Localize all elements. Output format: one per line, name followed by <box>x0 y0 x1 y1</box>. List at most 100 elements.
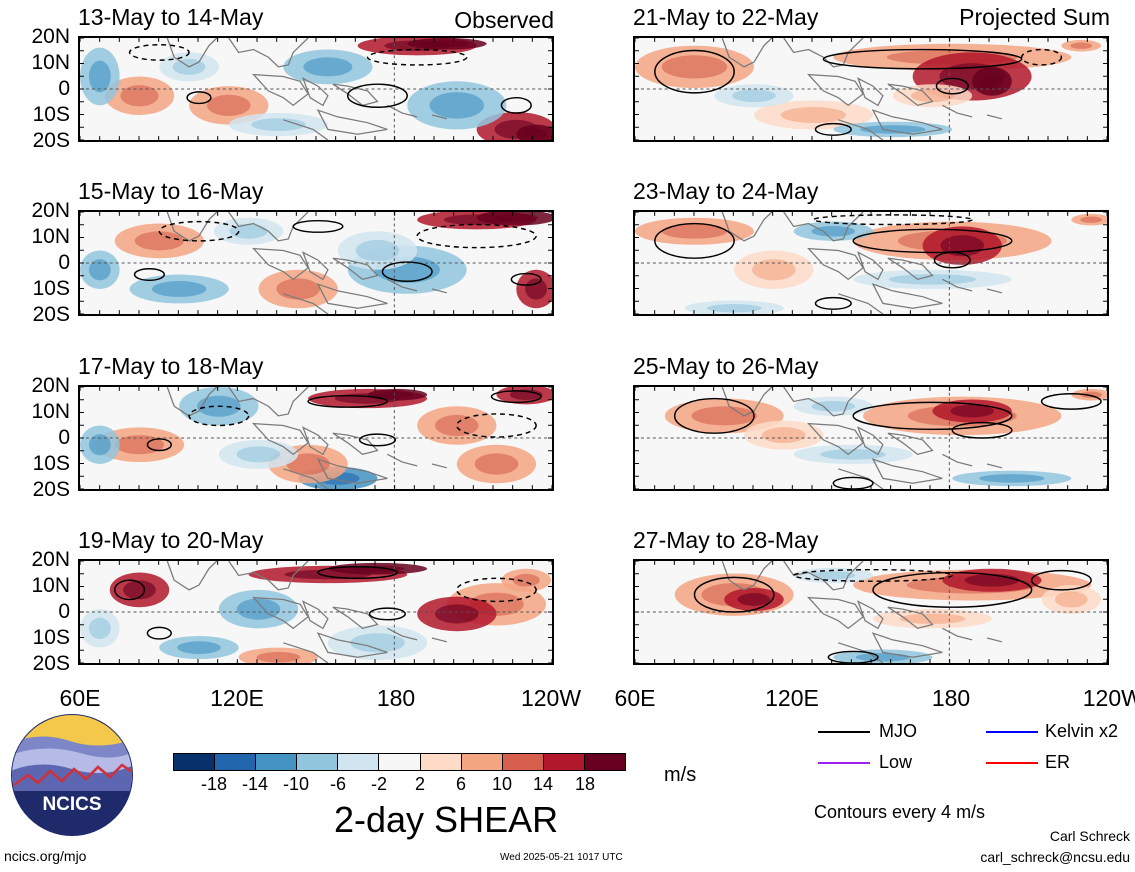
shear-field-map <box>80 38 552 140</box>
coastline <box>283 293 329 314</box>
coastline <box>887 257 934 281</box>
colorbar-swatch <box>256 754 298 770</box>
coastline <box>783 212 864 242</box>
shear-anomaly-core <box>380 391 414 398</box>
coastline <box>301 426 329 456</box>
coastline <box>283 642 329 663</box>
shear-anomaly-core <box>1070 42 1093 49</box>
lat-label-20s: 20S <box>32 129 70 152</box>
coastline <box>783 561 864 591</box>
shear-anomaly-core <box>151 281 207 297</box>
lat-label-20n: 20N <box>31 548 70 571</box>
coastline <box>856 600 884 630</box>
coastline <box>228 387 309 417</box>
coastline <box>871 458 943 484</box>
coastline <box>887 606 934 630</box>
coastline <box>316 283 388 309</box>
coastline <box>871 109 943 135</box>
footer-email[interactable]: carl_schreck@ncsu.edu <box>980 849 1130 865</box>
colorbar-swatch <box>338 754 380 770</box>
mjo-contour <box>292 219 344 233</box>
mjo-contour <box>827 650 879 663</box>
coastline <box>838 119 884 140</box>
shear-anomaly-core <box>123 580 156 600</box>
colorbar-swatch <box>543 754 585 770</box>
mjo-contour <box>832 476 874 489</box>
coastline <box>431 114 448 120</box>
map-panel-obs-4 <box>78 559 554 665</box>
coastline <box>942 627 973 641</box>
lon-label-180: 180 <box>376 685 416 711</box>
mjo-contour <box>500 96 532 114</box>
mjo-contour <box>814 122 852 136</box>
shear-anomaly-core <box>88 60 111 93</box>
colorbar-tick: 14 <box>532 774 554 794</box>
colorbar-swatch <box>502 754 544 770</box>
coastline <box>986 288 1003 294</box>
footer-url[interactable]: ncics.org/mjo <box>4 848 87 864</box>
shear-anomaly-core <box>434 604 479 624</box>
shear-anomaly-core <box>88 259 111 281</box>
mjo-contour <box>1040 393 1102 410</box>
colorbar-tick: 18 <box>574 774 596 794</box>
coastline <box>228 212 309 242</box>
coastline <box>166 387 218 417</box>
lat-label-10s: 10S <box>32 277 70 300</box>
coastline <box>942 278 973 292</box>
shear-anomaly-core <box>88 617 111 639</box>
coastline <box>986 463 1003 469</box>
coastline <box>387 104 418 118</box>
mjo-contour <box>456 413 537 438</box>
panel-title-obs-4: 19-May to 20-May <box>78 527 264 553</box>
mjo-contour <box>935 77 969 95</box>
mjo-contour <box>490 390 542 404</box>
shear-anomaly-core <box>820 449 886 460</box>
coastline <box>252 247 309 281</box>
colorbar-tick: -14 <box>241 774 269 794</box>
coastline <box>838 293 884 314</box>
coastline <box>387 453 418 467</box>
coastline <box>316 109 388 135</box>
coastline <box>252 596 309 630</box>
lat-label-20n: 20N <box>31 25 70 48</box>
coastline <box>807 73 864 107</box>
map-panel-proj-2 <box>633 210 1109 316</box>
ncics-logo-text: NCICS <box>42 794 101 815</box>
shear-anomaly-core <box>276 278 320 300</box>
panel-title-proj-4: 27-May to 28-May <box>633 527 819 553</box>
coastline <box>332 257 379 281</box>
coastline <box>316 458 388 484</box>
coastline <box>887 432 934 456</box>
mjo-contour <box>317 566 399 580</box>
coastline <box>387 278 418 292</box>
shear-anomaly-core <box>229 223 268 239</box>
shear-anomaly-core <box>964 573 1020 587</box>
lon-label-180: 180 <box>931 685 971 711</box>
lat-label-20n: 20N <box>31 374 70 397</box>
coastline <box>166 212 218 242</box>
legend-line-kelvin <box>986 731 1038 733</box>
shear-anomaly-core <box>134 231 184 251</box>
mjo-contour <box>128 44 190 61</box>
colorbar-swatch <box>420 754 462 770</box>
coastline <box>301 251 329 281</box>
coastline <box>942 104 973 118</box>
shear-anomaly-core <box>525 278 548 300</box>
coastline <box>387 627 418 641</box>
coastline <box>252 422 309 456</box>
coastline <box>856 251 884 281</box>
shear-field-map <box>80 387 552 489</box>
panel-title-proj-3: 25-May to 26-May <box>633 353 819 379</box>
shear-anomaly-core <box>888 274 977 285</box>
mjo-contour <box>1030 569 1092 591</box>
contour-note: Contours every 4 m/s <box>814 802 986 822</box>
shear-anomaly-core <box>761 427 806 444</box>
lat-label-20n: 20N <box>31 199 70 222</box>
coastline <box>301 77 329 107</box>
lon-label-120e: 120E <box>765 685 819 711</box>
mjo-contour <box>358 433 397 447</box>
mjo-contour <box>814 296 852 310</box>
mjo-contour <box>186 91 212 105</box>
shear-anomaly-core <box>206 94 251 116</box>
colorbar-swatch <box>297 754 339 770</box>
